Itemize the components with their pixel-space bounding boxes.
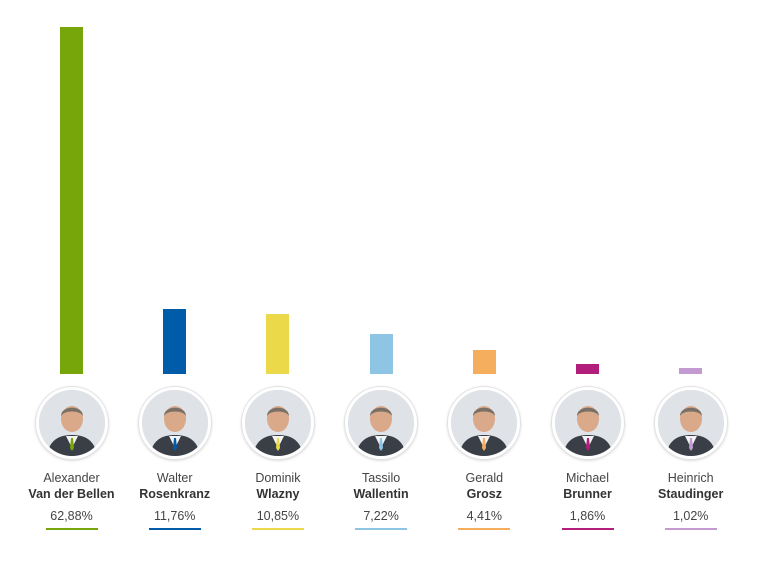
percentage-label: 4,41% [466, 509, 503, 523]
portrait-icon [244, 390, 311, 456]
candidate-last-name: Grosz [466, 487, 503, 501]
color-underline [458, 528, 511, 530]
color-underline [664, 528, 717, 530]
candidate-photo [654, 387, 727, 459]
candidate-photo [345, 387, 418, 459]
result-bar [163, 309, 187, 374]
candidate-first-name: Dominik [255, 471, 301, 485]
candidate-photo [138, 387, 211, 459]
candidate-first-name: Gerald [465, 471, 504, 485]
result-bar [369, 334, 393, 374]
result-bar [576, 363, 599, 374]
color-underline [148, 528, 201, 530]
candidate-last-name: Wlazny [256, 487, 300, 501]
portrait-icon [657, 390, 724, 456]
result-bar [472, 349, 496, 374]
candidate-photo [241, 387, 314, 459]
candidate-last-name: Rosenkranz [139, 487, 211, 501]
portrait-icon [554, 390, 621, 456]
candidate-last-name: Van der Bellen [28, 487, 115, 501]
portrait-icon [141, 390, 208, 456]
candidate-photo [551, 387, 624, 459]
candidate-first-name: Walter [156, 471, 193, 485]
percentage-label: 7,22% [363, 509, 399, 523]
percentage-label: 1,02% [672, 509, 709, 523]
percentage-label: 11,76% [153, 509, 196, 523]
portrait-icon [38, 390, 105, 456]
candidate-photo [35, 387, 108, 459]
portrait-icon [451, 390, 518, 456]
candidate-photo [448, 387, 521, 459]
percentage-label: 62,88% [50, 509, 93, 523]
candidate-first-name: Alexander [43, 471, 100, 485]
result-bar [60, 27, 83, 374]
candidate-first-name: Tassilo [361, 471, 401, 485]
result-bar [679, 368, 703, 374]
percentage-label: 1,86% [569, 509, 606, 523]
color-underline [561, 528, 614, 530]
candidate-first-name: Michael [565, 471, 610, 485]
color-underline [45, 528, 98, 530]
candidate-last-name: Staudinger [658, 487, 724, 501]
color-underline [355, 528, 408, 530]
percentage-label: 10,85% [256, 509, 300, 523]
candidate-last-name: Brunner [563, 487, 612, 501]
color-underline [251, 528, 304, 530]
candidate-last-name: Wallentin [353, 487, 409, 501]
candidate-first-name: Heinrich [667, 471, 714, 485]
portrait-icon [348, 390, 415, 456]
result-bar [266, 314, 290, 374]
